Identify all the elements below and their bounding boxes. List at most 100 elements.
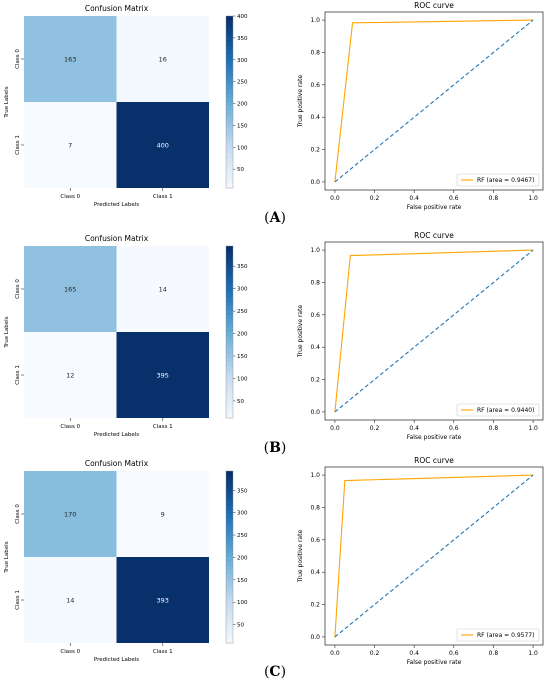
cm-y-tick-label: Class 0 [15,504,21,524]
roc-curve-a: ROC curve 0.0 0.2 0.4 0.6 0.8 1.0 0.0 0.2 0.4 0.6 0… [297,1,544,211]
colorbar-tick-label: 350 [237,36,248,42]
roc-y-tick-label: 1.0 [310,472,320,479]
colorbar-segment [226,327,233,333]
colorbar-segment [226,175,233,180]
colorbar-segment [226,289,233,294]
colorbar-tick-label: 300 [237,287,248,293]
roc-x-tick-label: 0.6 [449,650,459,657]
roc-chance-line [334,474,534,638]
cm-y-axis-label: True Labels [4,316,10,348]
colorbar-segment [226,612,233,618]
panel-label-a: (A) [264,210,286,226]
roc-y-tick-label: 0.8 [310,49,320,56]
colorbar-segment [226,565,233,571]
colorbar-segment [226,254,233,260]
cm-x-axis-label: Predicted Labels [94,202,139,208]
colorbar-segment [226,638,233,644]
colorbar-segment [226,119,233,125]
colorbar-tick-label: 350 [237,264,248,270]
colorbar-tick-label: 100 [237,376,248,382]
cm-cell [24,16,117,102]
colorbar-segment [226,50,233,56]
colorbar-segment [226,250,233,256]
roc-y-tick-label: 0.4 [310,569,320,576]
roc-x-tick-label: 0.0 [330,650,340,657]
colorbar-segment [226,157,233,163]
cm-cell [116,102,209,188]
roc-x-tick-label: 0.2 [370,650,380,657]
colorbar-segment [226,246,233,251]
cm-x-tick-label: Class 1 [153,194,173,200]
colorbar-segment [226,67,233,73]
cm-cell-value: 170 [64,511,76,519]
cm-y-tick-label: Class 1 [15,590,21,610]
cm-cell [116,557,209,643]
colorbar-tick-label: 100 [237,145,248,151]
cm-x-tick-label: Class 0 [60,649,80,655]
colorbar-tick-label: 200 [237,102,248,108]
roc-y-tick-label: 0.0 [310,409,320,416]
colorbar-tick-label: 150 [237,354,248,360]
colorbar-segment [226,293,233,299]
colorbar-segment [226,471,233,476]
colorbar-segment [226,634,233,640]
colorbar-segment [226,405,233,410]
colorbar-segment [226,600,233,605]
colorbar-segment [226,280,233,286]
colorbar-segment [226,306,233,312]
colorbar-segment [226,63,233,69]
colorbar-segment [226,332,233,337]
colorbar-segment [226,263,233,269]
roc-x-tick-label: 0.0 [330,195,340,202]
colorbar-segment [226,76,233,82]
roc-curve-line [334,249,534,412]
roc-legend-label: RF (area = 0.9467) [477,177,534,184]
colorbar-segment [226,71,233,77]
colorbar-segment [226,170,233,176]
colorbar-segment [226,400,233,406]
cm-x-tick-label: Class 1 [153,649,173,655]
colorbar-segment [226,552,233,558]
roc-title: ROC curve [414,456,454,465]
colorbar-tick-label: 250 [237,309,248,315]
roc-y-tick-label: 0.4 [310,344,320,351]
cm-y-tick-label: Class 0 [15,279,21,299]
colorbar-segment [226,28,233,34]
colorbar-tick-label: 200 [237,555,248,561]
colorbar-tick-label: 50 [237,623,244,629]
roc-x-tick-label: 0.4 [409,425,419,432]
roc-y-axis-label: True positive rate [297,75,304,129]
roc-curve-b: ROC curve 0.0 0.2 0.4 0.6 0.8 1.0 0.0 0.2 0.4 0.6 0… [297,231,544,441]
roc-x-tick-label: 0.4 [409,195,419,202]
roc-chance-line [334,249,534,413]
colorbar-segment [226,561,233,567]
cm-cell-value: 395 [157,372,169,380]
colorbar-segment [226,396,233,402]
colorbar-segment [226,501,233,506]
roc-x-tick-label: 1.0 [528,195,538,202]
colorbar-segment [226,496,233,502]
cm-y-tick-label: Class 1 [15,365,21,385]
colorbar-segment [226,557,233,562]
colorbar-segment [226,145,233,150]
colorbar-segment [226,276,233,281]
panel-label-c: (C) [263,664,287,680]
cm-y-axis-label: True Labels [4,541,10,573]
colorbar-segment [226,509,233,515]
colorbar-segment [226,179,233,185]
colorbar-segment [226,110,233,116]
colorbar-segment [226,323,233,329]
colorbar-segment [226,387,233,393]
colorbar-segment [226,505,233,511]
colorbar-segment [226,258,233,264]
colorbar-tick-label: 150 [237,123,248,129]
colorbar-segment [226,33,233,39]
colorbar-segment [226,625,233,631]
colorbar-segment [226,630,233,635]
colorbar-segment [226,132,233,137]
colorbar-segment [226,514,233,519]
colorbar-segment [226,604,233,610]
colorbar-segment [226,409,233,415]
colorbar-segment [226,301,233,307]
cm-cell-value: 9 [161,511,165,519]
